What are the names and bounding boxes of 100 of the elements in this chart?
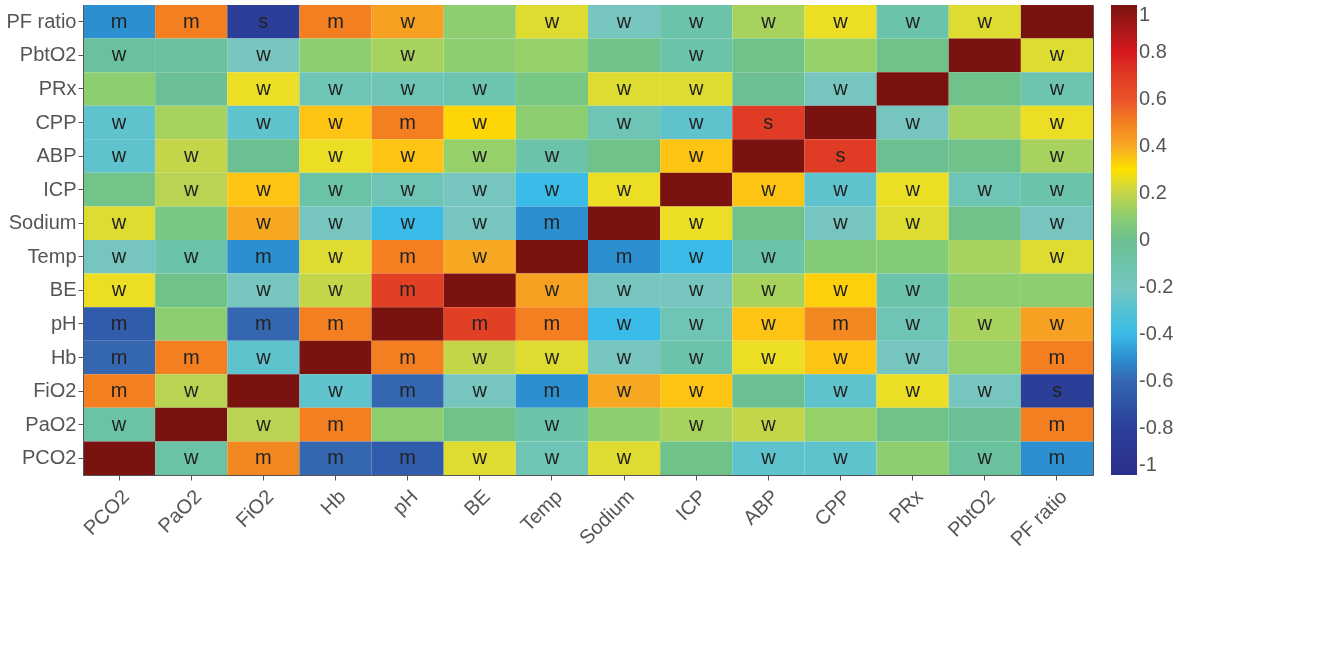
y-tick-label: ICP — [43, 177, 77, 200]
data-label: w — [471, 211, 488, 234]
data-label: m — [1048, 446, 1066, 469]
data-label: w — [615, 278, 632, 301]
data-label: m — [543, 379, 561, 402]
data-label: w — [327, 144, 344, 167]
data-label: w — [327, 177, 344, 200]
color-bar-label: -0.8 — [1139, 416, 1174, 438]
data-label: w — [832, 9, 849, 32]
data-label: w — [615, 379, 632, 402]
data-label: w — [471, 244, 488, 267]
data-label: w — [543, 9, 560, 32]
data-label: w — [760, 177, 777, 200]
data-label: w — [471, 76, 488, 99]
data-label: w — [976, 9, 993, 32]
data-label: w — [182, 446, 199, 469]
data-label: w — [255, 278, 272, 301]
data-label: w — [904, 345, 921, 368]
y-tick-label: PaO2 — [25, 412, 77, 435]
data-label: w — [976, 177, 993, 200]
data-label: w — [615, 345, 632, 368]
data-label: w — [255, 110, 272, 133]
data-label: w — [399, 211, 416, 234]
data-label: w — [687, 379, 704, 402]
data-label: m — [399, 446, 416, 469]
data-label: w — [1048, 110, 1065, 133]
data-label: w — [687, 412, 704, 435]
data-label: w — [110, 211, 127, 234]
data-label: w — [760, 412, 777, 435]
data-label: w — [760, 278, 777, 301]
color-bar-label: -0.4 — [1139, 322, 1174, 344]
data-label: w — [615, 311, 632, 334]
data-label: w — [976, 379, 993, 402]
color-bar-label: 1 — [1139, 3, 1151, 25]
data-label: w — [615, 9, 632, 32]
data-label: w — [1048, 76, 1065, 99]
data-label: w — [687, 144, 704, 167]
data-label: w — [471, 177, 488, 200]
data-label: w — [687, 345, 704, 368]
data-label: m — [327, 311, 344, 334]
data-label: m — [255, 244, 272, 267]
data-label: w — [110, 412, 127, 435]
data-label: m — [110, 379, 128, 402]
x-tick-label: BE — [459, 485, 494, 520]
data-label: w — [1048, 311, 1065, 334]
data-label: w — [182, 144, 199, 167]
x-tick-label: Hb — [316, 485, 350, 519]
y-tick-label: CPP — [35, 110, 77, 133]
data-label: w — [471, 144, 488, 167]
data-label: s — [1051, 379, 1062, 402]
data-label: w — [904, 211, 921, 234]
data-label: w — [110, 110, 127, 133]
data-label: w — [399, 144, 416, 167]
data-label: w — [1048, 211, 1065, 234]
data-label: w — [904, 278, 921, 301]
data-label: w — [543, 345, 560, 368]
x-tick-label: ICP — [671, 485, 711, 525]
data-label: w — [327, 278, 344, 301]
data-label: w — [327, 76, 344, 99]
data-label: m — [399, 244, 416, 267]
data-label: w — [687, 311, 704, 334]
data-label: w — [471, 110, 488, 133]
data-label: m — [327, 412, 344, 435]
data-label: w — [1048, 43, 1065, 66]
data-label: m — [255, 446, 272, 469]
y-tick-label: Temp — [27, 244, 77, 267]
data-label: w — [832, 345, 849, 368]
data-label: s — [258, 9, 269, 32]
data-label: w — [832, 211, 849, 234]
data-label: m — [399, 345, 416, 368]
data-label: w — [904, 177, 921, 200]
data-label: w — [399, 9, 416, 32]
data-label: w — [832, 446, 849, 469]
data-label: w — [327, 110, 344, 133]
data-label: m — [110, 311, 128, 334]
data-label: w — [760, 345, 777, 368]
data-label: w — [543, 177, 560, 200]
data-label: m — [543, 211, 561, 234]
data-label: w — [687, 278, 704, 301]
color-bar-label: 0.6 — [1139, 87, 1167, 109]
data-label: m — [327, 446, 344, 469]
data-label: m — [327, 9, 344, 32]
data-label: m — [399, 110, 416, 133]
data-label: w — [976, 311, 993, 334]
data-label: w — [471, 446, 488, 469]
data-label: w — [760, 446, 777, 469]
x-tick-label: PF ratio — [1005, 485, 1072, 551]
data-label: w — [182, 379, 199, 402]
data-label: w — [615, 76, 632, 99]
data-label: w — [687, 110, 704, 133]
y-tick-label: PbtO2 — [19, 43, 77, 66]
data-label: w — [976, 446, 993, 469]
data-label: w — [543, 278, 560, 301]
data-label: w — [687, 9, 704, 32]
color-bar-label: 0.2 — [1139, 181, 1167, 203]
data-label: w — [255, 211, 272, 234]
y-tick-label: PCO2 — [22, 446, 77, 469]
data-label: w — [327, 244, 344, 267]
data-label: w — [687, 211, 704, 234]
data-label: w — [904, 9, 921, 32]
